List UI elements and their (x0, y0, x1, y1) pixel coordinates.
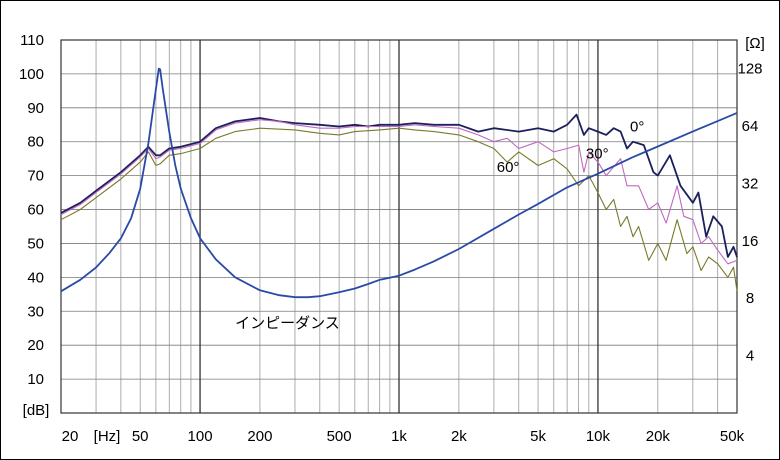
annotation-label: 0° (630, 119, 644, 136)
y-unit-label: [dB] (23, 402, 50, 419)
x-tick-label: 20k (646, 428, 671, 445)
x-tick-label: 50 (132, 428, 149, 445)
x-unit-label: [Hz] (94, 428, 121, 445)
plot-area (60, 39, 738, 414)
y-tick-label: 30 (27, 303, 44, 320)
x-tick-label: 50k (720, 428, 745, 445)
x-tick-label: 10k (586, 428, 611, 445)
tick-labels: 10 20 30 40 50 60 70 80 90 100 110 [dB] 4 8 16 32 64 128 [… (19, 32, 765, 445)
x-tick-label: 20 (62, 428, 79, 445)
x-tick-label: 2k (451, 428, 467, 445)
annotation-label: 30° (586, 146, 609, 163)
x-tick-label: 100 (188, 428, 213, 445)
x-tick-label: 5k (530, 428, 546, 445)
x-tick-label: 200 (247, 428, 272, 445)
y-tick-label: 50 (27, 235, 44, 252)
y2-tick-label: 16 (742, 233, 759, 250)
y2-tick-label: 32 (742, 175, 759, 192)
series-line-30-deg (60, 119, 738, 265)
y-tick-label: 70 (27, 168, 44, 185)
annotation-label: 60° (497, 159, 520, 176)
y2-tick-label: 64 (742, 118, 759, 135)
y-tick-label: 90 (27, 100, 44, 117)
y2-tick-label: 8 (746, 290, 754, 307)
annotations: 0° 30° 60° インピーダンス (235, 119, 644, 333)
y-tick-label: 110 (20, 32, 44, 49)
y2-unit-label: [Ω] (745, 35, 765, 52)
series-line-0-deg (60, 113, 738, 258)
y-tick-label: 10 (27, 371, 44, 388)
y-tick-label: 80 (27, 134, 44, 151)
y-tick-label: 60 (27, 202, 44, 219)
series-line-impedance (60, 67, 738, 299)
series-group (60, 67, 738, 299)
y-tick-label: 40 (27, 269, 44, 286)
plot-border (60, 39, 738, 414)
y2-tick-label: 128 (737, 61, 762, 78)
x-tick-label: 500 (327, 428, 352, 445)
y-tick-label: 100 (19, 66, 44, 83)
y2-tick-label: 4 (746, 348, 754, 365)
grid-lines (60, 39, 738, 413)
x-tick-label: 1k (391, 428, 407, 445)
y-tick-label: 20 (27, 337, 44, 354)
annotation-label: インピーダンス (235, 315, 340, 332)
